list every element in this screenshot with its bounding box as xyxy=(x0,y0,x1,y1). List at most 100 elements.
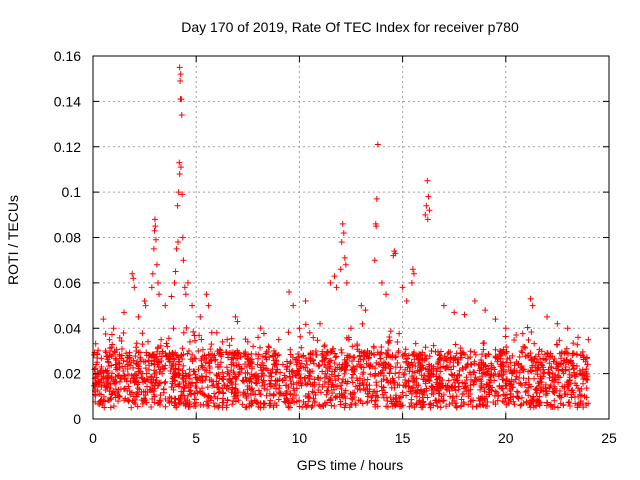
data-point xyxy=(489,384,496,391)
data-point xyxy=(465,401,472,408)
data-point xyxy=(165,335,172,342)
data-point xyxy=(219,404,226,411)
data-point xyxy=(150,245,157,252)
data-point xyxy=(401,382,408,389)
data-point xyxy=(577,352,584,359)
data-point xyxy=(235,397,242,404)
data-point xyxy=(548,363,555,370)
data-point xyxy=(525,384,532,391)
data-point xyxy=(401,351,408,358)
data-point xyxy=(263,365,270,372)
data-point xyxy=(366,386,373,393)
data-point xyxy=(108,362,115,369)
data-point xyxy=(338,386,345,393)
data-point xyxy=(242,390,249,397)
data-point xyxy=(385,347,392,354)
data-point xyxy=(232,381,239,388)
data-point xyxy=(456,383,463,390)
data-point xyxy=(340,229,347,236)
data-point xyxy=(177,392,184,399)
data-point xyxy=(164,343,171,350)
data-point xyxy=(239,377,246,384)
data-point xyxy=(205,302,212,309)
data-point xyxy=(448,383,455,390)
data-point xyxy=(403,392,410,399)
data-point xyxy=(254,361,261,368)
data-point xyxy=(126,397,133,404)
data-point xyxy=(106,336,113,343)
data-point xyxy=(171,279,178,286)
data-point xyxy=(134,385,141,392)
data-point xyxy=(471,377,478,384)
data-point xyxy=(372,392,379,399)
data-point xyxy=(560,402,567,409)
data-point xyxy=(94,351,101,358)
data-point xyxy=(311,376,318,383)
data-point xyxy=(331,273,338,280)
data-point xyxy=(329,390,336,397)
data-point xyxy=(509,352,516,359)
data-point xyxy=(362,307,369,314)
data-point xyxy=(450,363,457,370)
data-point xyxy=(153,261,160,268)
data-point xyxy=(437,368,444,375)
data-point xyxy=(337,266,344,273)
data-point xyxy=(513,373,520,380)
data-point xyxy=(424,216,431,223)
data-point xyxy=(471,358,478,365)
data-point xyxy=(155,363,162,370)
data-point xyxy=(322,370,329,377)
data-point xyxy=(467,398,474,405)
data-point xyxy=(349,396,356,403)
data-point xyxy=(503,344,510,351)
data-point xyxy=(443,386,450,393)
data-point xyxy=(154,348,161,355)
data-point xyxy=(135,362,142,369)
data-point xyxy=(566,398,573,405)
data-point xyxy=(206,369,213,376)
data-point xyxy=(115,371,122,378)
data-point xyxy=(332,354,339,361)
data-point xyxy=(498,367,505,374)
data-point xyxy=(422,380,429,387)
data-point xyxy=(185,403,192,410)
data-point xyxy=(170,386,177,393)
data-point xyxy=(116,378,123,385)
data-point xyxy=(177,96,184,103)
data-point xyxy=(361,349,368,356)
data-point xyxy=(170,366,177,373)
data-point xyxy=(125,361,132,368)
data-point xyxy=(553,341,560,348)
data-point xyxy=(146,386,153,393)
data-point xyxy=(349,358,356,365)
data-point xyxy=(486,376,493,383)
data-point xyxy=(365,355,372,362)
data-point xyxy=(136,368,143,375)
data-point xyxy=(324,387,331,394)
data-point xyxy=(480,402,487,409)
data-point xyxy=(514,394,521,401)
data-point xyxy=(409,368,416,375)
data-point xyxy=(482,361,489,368)
data-point xyxy=(338,346,345,353)
data-point xyxy=(289,367,296,374)
data-point xyxy=(290,385,297,392)
data-point xyxy=(443,357,450,364)
data-point xyxy=(149,383,156,390)
data-point xyxy=(186,372,193,379)
data-point xyxy=(339,361,346,368)
data-point xyxy=(503,359,510,366)
data-point xyxy=(467,376,474,383)
data-point xyxy=(535,382,542,389)
data-point xyxy=(556,350,563,357)
data-point xyxy=(511,337,518,344)
data-point xyxy=(220,390,227,397)
data-point xyxy=(254,374,261,381)
data-point xyxy=(547,353,554,360)
data-point xyxy=(348,325,354,332)
data-point xyxy=(191,337,198,344)
data-point xyxy=(107,381,114,388)
data-point xyxy=(437,348,444,355)
data-point xyxy=(141,298,148,305)
